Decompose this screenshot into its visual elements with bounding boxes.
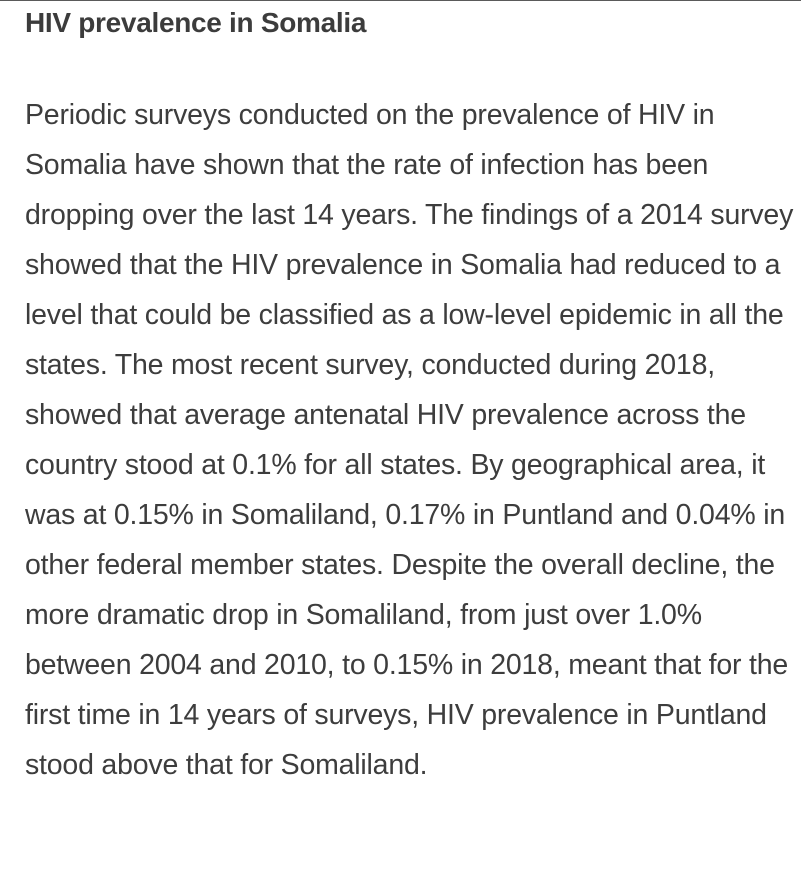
article: HIV prevalence in Somalia Periodic surve… — [25, 4, 795, 790]
article-title: HIV prevalence in Somalia — [25, 7, 367, 38]
top-divider — [0, 0, 801, 1]
article-paragraph: Periodic surveys conducted on the preval… — [25, 99, 794, 781]
